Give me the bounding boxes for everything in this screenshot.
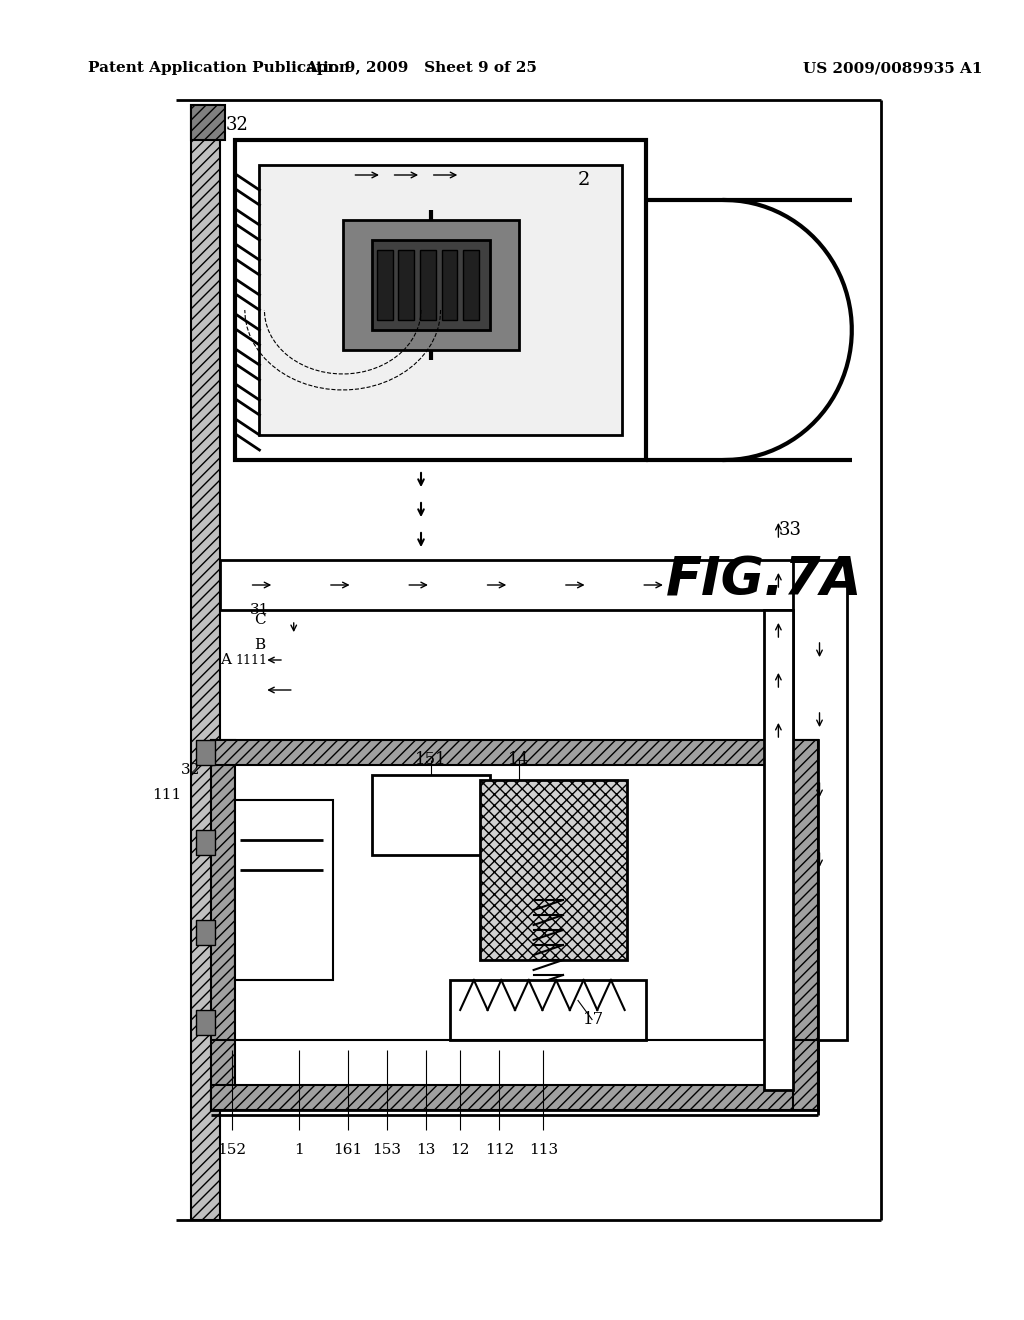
Bar bbox=[372, 775, 489, 855]
Bar bbox=[190, 106, 225, 140]
Bar bbox=[372, 240, 489, 330]
Text: 2: 2 bbox=[578, 172, 590, 189]
Text: 113: 113 bbox=[528, 1143, 558, 1158]
Text: FIG.7A: FIG.7A bbox=[666, 554, 862, 606]
Bar bbox=[196, 830, 215, 855]
Bar bbox=[234, 140, 646, 459]
Text: 152: 152 bbox=[217, 1143, 247, 1158]
Bar bbox=[190, 106, 220, 1220]
Text: 14: 14 bbox=[508, 751, 529, 768]
Text: 161: 161 bbox=[333, 1143, 362, 1158]
Text: Apr. 9, 2009   Sheet 9 of 25: Apr. 9, 2009 Sheet 9 of 25 bbox=[305, 61, 537, 75]
Bar bbox=[451, 979, 646, 1040]
Bar bbox=[211, 1085, 817, 1110]
Bar bbox=[211, 741, 234, 1110]
Bar bbox=[196, 741, 215, 766]
Bar bbox=[211, 741, 817, 766]
Text: 12: 12 bbox=[451, 1143, 470, 1158]
Bar bbox=[764, 610, 793, 1090]
Bar bbox=[259, 165, 622, 436]
Text: 151: 151 bbox=[415, 751, 446, 768]
Text: C: C bbox=[255, 612, 266, 627]
Circle shape bbox=[426, 810, 435, 820]
Bar bbox=[793, 741, 817, 1110]
Text: A: A bbox=[220, 653, 231, 667]
Text: 1: 1 bbox=[294, 1143, 303, 1158]
Bar bbox=[196, 920, 215, 945]
Text: 33: 33 bbox=[778, 521, 802, 539]
Text: 1111: 1111 bbox=[234, 653, 267, 667]
Bar bbox=[211, 741, 817, 1110]
Bar bbox=[480, 780, 627, 960]
Text: 153: 153 bbox=[373, 1143, 401, 1158]
Text: 31: 31 bbox=[250, 603, 269, 616]
Bar bbox=[793, 560, 847, 1040]
Bar bbox=[220, 560, 808, 610]
Text: 32: 32 bbox=[225, 116, 248, 135]
Bar bbox=[234, 800, 333, 979]
Bar bbox=[343, 220, 519, 350]
Bar bbox=[441, 249, 458, 319]
Text: 32: 32 bbox=[181, 763, 201, 777]
Text: 13: 13 bbox=[416, 1143, 435, 1158]
Text: 111: 111 bbox=[152, 788, 181, 803]
Bar bbox=[463, 249, 479, 319]
Bar bbox=[398, 249, 414, 319]
Text: 17: 17 bbox=[583, 1011, 604, 1028]
Text: 112: 112 bbox=[484, 1143, 514, 1158]
Text: Patent Application Publication: Patent Application Publication bbox=[88, 61, 350, 75]
Text: US 2009/0089935 A1: US 2009/0089935 A1 bbox=[803, 61, 982, 75]
Bar bbox=[420, 249, 435, 319]
Text: B: B bbox=[255, 638, 265, 652]
Bar bbox=[377, 249, 392, 319]
Bar bbox=[196, 1010, 215, 1035]
